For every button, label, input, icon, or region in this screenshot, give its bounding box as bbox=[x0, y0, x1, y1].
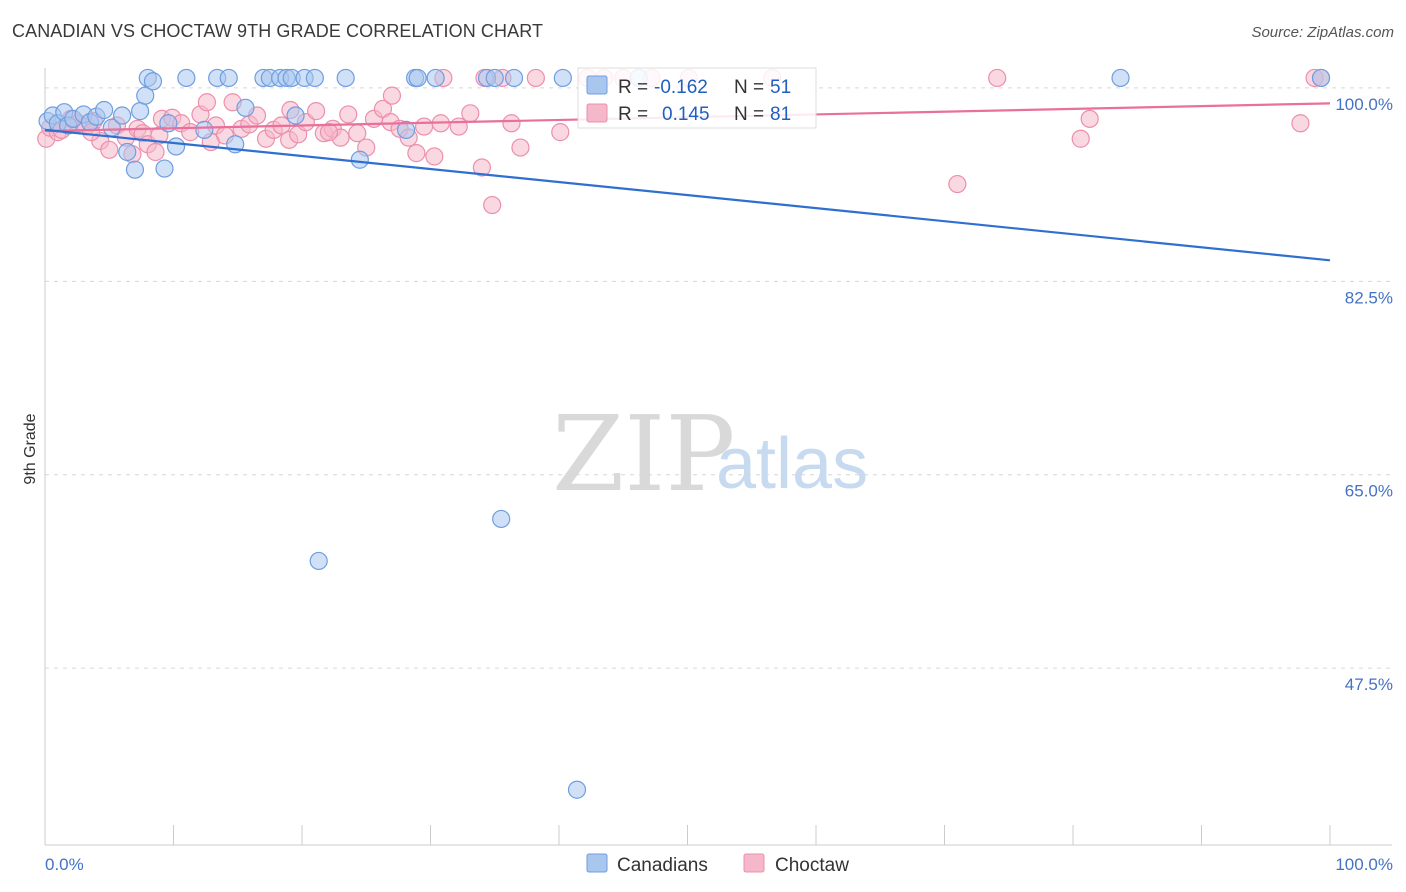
watermark-zip: ZIP bbox=[552, 393, 735, 515]
canadians-point bbox=[426, 68, 445, 88]
choctaw-point bbox=[502, 114, 521, 133]
canadians-point bbox=[95, 100, 114, 120]
stats-legend-box bbox=[577, 67, 817, 129]
x-tick-label-max: 100.0% bbox=[1335, 855, 1393, 874]
canadians-point bbox=[125, 160, 145, 179]
choctaw-point bbox=[461, 104, 480, 123]
legend-n-value-canadians: 51 bbox=[770, 77, 791, 98]
y-tick-label: 65.0% bbox=[1345, 482, 1393, 501]
choctaw-point bbox=[414, 117, 434, 136]
y-tick-label: 47.5% bbox=[1345, 675, 1393, 694]
choctaw-point bbox=[948, 174, 967, 194]
choctaw-point bbox=[1080, 109, 1099, 128]
watermark-atlas: atlas bbox=[716, 424, 868, 504]
canadians-point bbox=[195, 120, 214, 139]
y-tick-label: 100.0% bbox=[1335, 95, 1393, 114]
choctaw-point bbox=[988, 68, 1007, 88]
canadians-point bbox=[553, 68, 572, 88]
bottom-legend-label-canadians: Canadians bbox=[617, 855, 708, 876]
choctaw-point bbox=[382, 86, 402, 105]
legend-swatch-canadians bbox=[586, 75, 608, 95]
choctaw-point bbox=[146, 142, 165, 162]
canadians-point bbox=[112, 106, 132, 125]
canadians-point bbox=[136, 86, 155, 105]
y-tick-label: 82.5% bbox=[1345, 288, 1393, 307]
legend-n-label-2: N = bbox=[734, 104, 764, 125]
canadians-point bbox=[309, 551, 328, 571]
legend-r-label-1: R = bbox=[618, 77, 648, 98]
canadians-point bbox=[1311, 68, 1331, 88]
canadians-point bbox=[396, 120, 416, 139]
canadians-point bbox=[336, 68, 355, 88]
canadians-point bbox=[236, 98, 255, 117]
grid-lines bbox=[45, 87, 1392, 669]
legend-n-label-1: N = bbox=[734, 77, 764, 98]
canadians-point bbox=[485, 68, 504, 88]
choctaw-point bbox=[425, 147, 444, 166]
stats-legend: R = -0.162 N = 51 R = 0.145 N = 81 bbox=[577, 67, 817, 129]
legend-r-label-2: R = bbox=[618, 104, 648, 125]
canadians-point bbox=[1111, 68, 1130, 88]
y-axis-label: 9th Grade bbox=[22, 413, 39, 484]
choctaw-point bbox=[483, 195, 502, 215]
canadians-point bbox=[143, 72, 163, 91]
source-label: Source: ZipAtlas.com bbox=[1251, 24, 1394, 41]
canadians-point bbox=[118, 142, 137, 162]
choctaw-point bbox=[100, 140, 119, 159]
canadians-point bbox=[286, 106, 305, 125]
y-tick-labels: 100.0% 82.5% 65.0% 47.5% bbox=[1335, 95, 1393, 694]
choctaw-point bbox=[551, 123, 570, 142]
choctaw-point bbox=[307, 102, 326, 121]
bottom-legend-label-choctaw: Choctaw bbox=[775, 855, 849, 876]
canadians-point bbox=[166, 137, 186, 156]
canadians-point bbox=[350, 150, 369, 169]
canadians-point bbox=[492, 509, 511, 529]
choctaw-point bbox=[1291, 114, 1310, 133]
canadians-point bbox=[130, 102, 150, 121]
canadians-point bbox=[305, 68, 324, 88]
choctaw-point bbox=[1071, 129, 1090, 148]
choctaw-point bbox=[472, 158, 491, 177]
canadians-point bbox=[177, 68, 196, 88]
choctaw-point bbox=[197, 93, 217, 112]
x-tick-labels: 0.0% 100.0% bbox=[45, 855, 1393, 874]
bottom-legend-swatch-canadians bbox=[586, 853, 608, 873]
choctaw-point bbox=[526, 68, 545, 88]
x-tick-label-min: 0.0% bbox=[45, 855, 84, 874]
choctaw-point bbox=[449, 117, 468, 136]
watermark: ZIP atlas bbox=[552, 393, 868, 515]
legend-r-value-choctaw: 0.145 bbox=[662, 104, 710, 125]
canadians-point bbox=[408, 68, 427, 88]
bottom-legend-swatch-choctaw bbox=[743, 853, 765, 873]
choctaw-point bbox=[511, 138, 530, 157]
choctaw-point bbox=[150, 126, 169, 145]
series-legend: Canadians Choctaw bbox=[586, 853, 849, 876]
legend-r-value-canadians: -0.162 bbox=[654, 77, 708, 98]
canadians-point bbox=[219, 68, 238, 88]
choctaw-point bbox=[339, 105, 358, 124]
choctaw-point bbox=[319, 123, 339, 142]
canadians-trend-line bbox=[44, 128, 1331, 262]
canadians-point bbox=[567, 780, 587, 799]
chart-title: CANADIAN VS CHOCTAW 9TH GRADE CORRELATIO… bbox=[12, 21, 544, 41]
canadians-point bbox=[155, 159, 174, 178]
choctaw-point bbox=[407, 144, 426, 163]
legend-n-value-choctaw: 81 bbox=[770, 104, 791, 125]
legend-swatch-choctaw bbox=[586, 103, 608, 123]
axes bbox=[44, 68, 1392, 846]
canadians-point bbox=[504, 68, 524, 88]
